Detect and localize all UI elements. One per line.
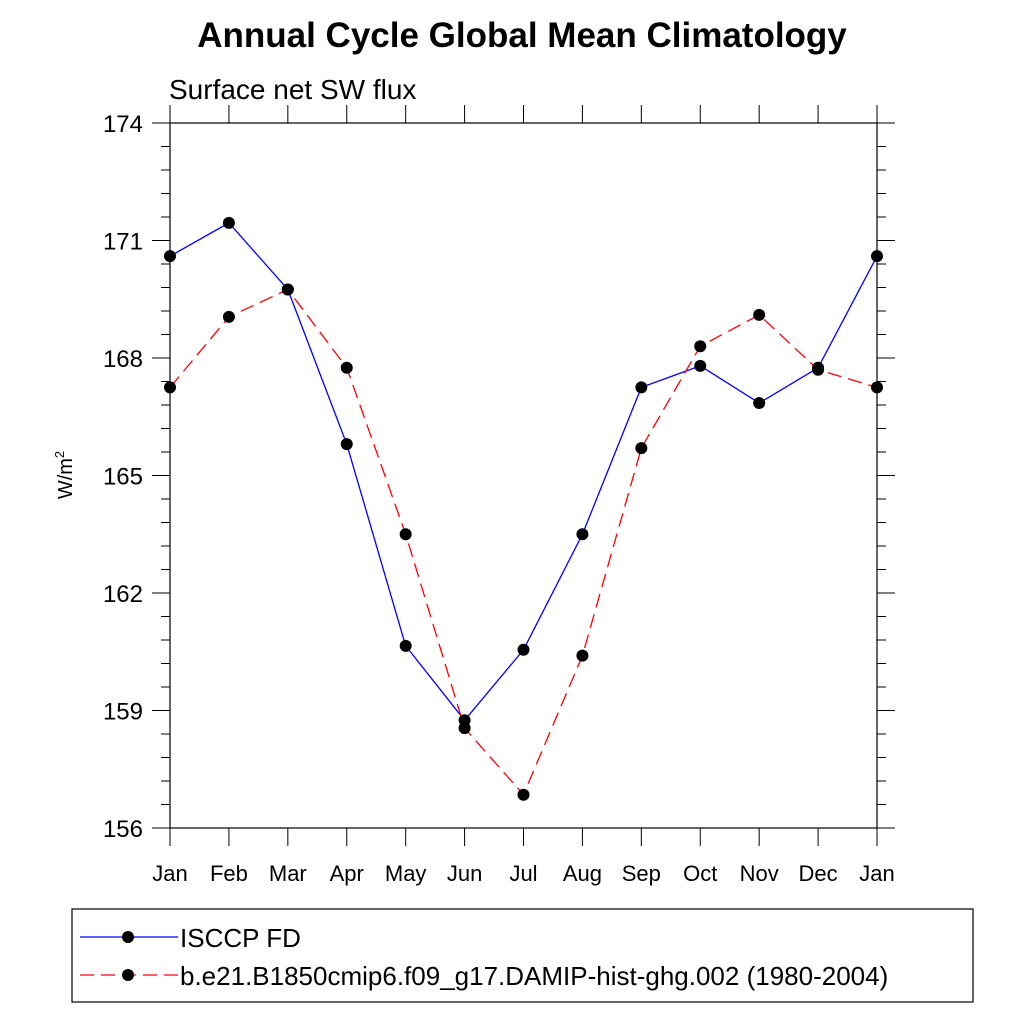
series-1-point bbox=[753, 397, 766, 410]
y-tick-label: 174 bbox=[103, 111, 143, 138]
series-1-point bbox=[517, 643, 530, 656]
series-2-point bbox=[694, 340, 707, 353]
x-tick-label: Nov bbox=[740, 861, 779, 886]
x-tick-label: Aug bbox=[563, 861, 602, 886]
series-2-point bbox=[340, 361, 353, 374]
chart-subtitle: Surface net SW flux bbox=[169, 74, 416, 105]
x-tick-label: Mar bbox=[269, 861, 307, 886]
legend-marker-2 bbox=[122, 969, 134, 981]
series-1-point bbox=[576, 528, 589, 541]
x-tick-label: Feb bbox=[210, 861, 248, 886]
series-2-point bbox=[222, 310, 235, 323]
series-1-point bbox=[399, 639, 412, 652]
x-tick-label: Sep bbox=[622, 861, 661, 886]
legend-label-1: ISCCP FD bbox=[180, 923, 301, 953]
series-1-point bbox=[694, 359, 707, 372]
y-tick-label: 165 bbox=[103, 464, 143, 491]
series-layer bbox=[164, 216, 883, 801]
series-2-point bbox=[812, 363, 825, 376]
y-axis-label: W/m2 bbox=[52, 451, 77, 499]
legend: ISCCP FD b.e21.B1850cmip6.f09_g17.DAMIP-h… bbox=[71, 908, 974, 1003]
plot-frame bbox=[169, 122, 878, 829]
legend-label-2: b.e21.B1850cmip6.f09_g17.DAMIP-hist-ghg.… bbox=[180, 961, 888, 991]
y-tick-label: 159 bbox=[103, 699, 143, 726]
series-2-point bbox=[281, 283, 294, 296]
series-2-point bbox=[517, 788, 530, 801]
series-1-point bbox=[164, 250, 176, 263]
legend-marker-1 bbox=[122, 931, 134, 943]
series-2-point bbox=[753, 308, 766, 321]
y-axis-label-superscript: 2 bbox=[52, 451, 67, 458]
series-1-point bbox=[222, 216, 235, 229]
x-axis: Jan Feb Mar Apr May Jun Jul Aug Sep Oct Nov Dec Jan bbox=[152, 105, 895, 886]
series-2-point bbox=[635, 442, 648, 455]
y-tick-label: 156 bbox=[103, 816, 143, 843]
x-tick-label: Apr bbox=[330, 861, 364, 886]
series-1-point bbox=[340, 438, 353, 451]
series-2-point bbox=[576, 649, 589, 662]
chart-title: Annual Cycle Global Mean Climatology bbox=[197, 16, 847, 55]
series-2-point bbox=[871, 381, 883, 394]
series-line-2 bbox=[169, 288, 878, 796]
series-1-point bbox=[871, 250, 883, 263]
x-tick-label: Jul bbox=[509, 861, 537, 886]
y-tick-label: 168 bbox=[103, 346, 143, 373]
series-2-point bbox=[399, 528, 412, 541]
plot-area bbox=[169, 122, 878, 829]
legend-box bbox=[71, 908, 974, 1003]
series-2-point bbox=[164, 381, 176, 394]
y-tick-label: 171 bbox=[103, 229, 143, 256]
series-2-point bbox=[458, 722, 471, 735]
y-tick-label: 162 bbox=[103, 581, 143, 608]
series-1-point bbox=[635, 381, 648, 394]
x-tick-label: Jan bbox=[152, 861, 187, 886]
y-axis: 156 159 162 165 168 171 174 bbox=[103, 111, 895, 843]
x-tick-label: Jun bbox=[447, 861, 482, 886]
x-tick-label: May bbox=[385, 861, 427, 886]
x-tick-label: Dec bbox=[799, 861, 838, 886]
x-tick-label: Oct bbox=[683, 861, 717, 886]
x-tick-label: Jan bbox=[859, 861, 894, 886]
